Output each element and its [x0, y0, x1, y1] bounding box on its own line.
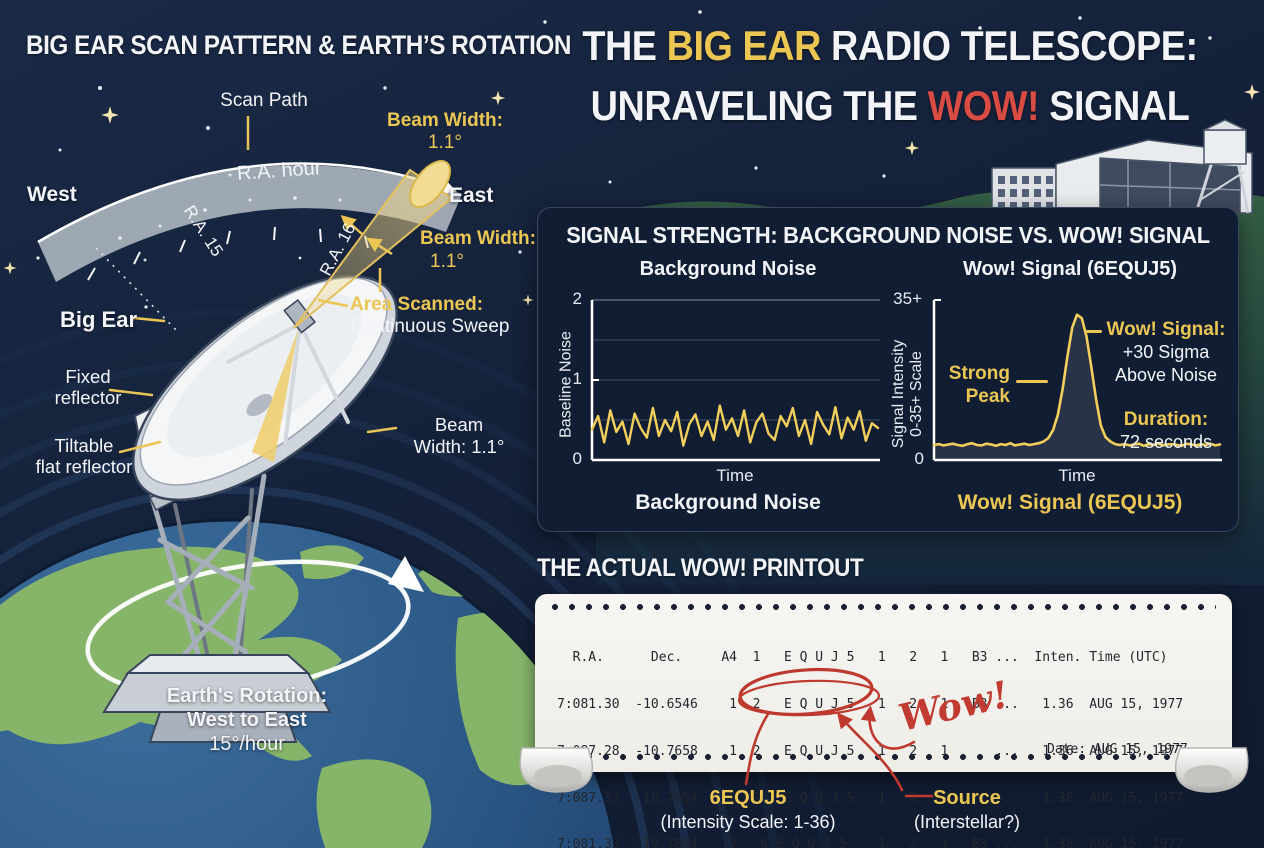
duration-annotation: Duration: 72 seconds [1102, 408, 1230, 454]
noise-ytick-1: 1 [572, 369, 582, 388]
duration-title: Duration: [1123, 409, 1209, 430]
6equj5-title: 6EQUJ5 [709, 787, 787, 809]
source-sub: (Interstellar?) [913, 812, 1021, 832]
west-label: West [27, 183, 77, 206]
title2-post: SIGNAL [1039, 82, 1190, 129]
area-scanned-title: Area Scanned: [350, 294, 484, 315]
fixed-reflector-line2: reflector [54, 387, 122, 408]
wow-signal-dash [1086, 330, 1102, 333]
beam-width-top-text: Beam Width: [387, 110, 503, 131]
main-title-line1: THE BIG EAR RADIO TELESCOPE: [575, 22, 1205, 70]
noise-ytick-0: 0 [572, 449, 582, 468]
beam-width-side-label: Beam Width: 1.1° [400, 414, 518, 458]
perforation-top [551, 603, 1216, 611]
tiltable-line2: flat reflector [35, 456, 133, 477]
background-noise-chart: Background Noise 2 1 0 Baseline Noise Ti… [548, 258, 888, 524]
strong-peak-line2: Peak [965, 386, 1010, 407]
strong-peak-label: Strong Peak [910, 362, 1010, 408]
printout-row: 7:081.30 -10.6546 1 2 E Q U J 5 1 2 1 B3… [557, 696, 1184, 712]
beam-side-line1: Beam [434, 414, 484, 435]
beam-width-mid-text: Beam Width: [420, 228, 536, 249]
east-label: East [449, 184, 494, 207]
tiltable-reflector-label: Tiltable flat reflector [16, 435, 152, 477]
ra-16-label: R.A. 16 [316, 219, 360, 279]
strong-peak-line1: Strong [948, 363, 1010, 384]
big-ear-label: Big Ear [60, 307, 138, 332]
earth-rotation-line2: West to East [187, 709, 307, 731]
noise-ylabel: Baseline Noise [557, 331, 575, 438]
ra-hour-label: R.A. hour [236, 157, 323, 185]
label-connectors [108, 316, 398, 454]
printout-row: R.A. Dec. A4 1 E Q U J 5 1 2 1 B3 ... In… [557, 650, 1168, 666]
6equj5-label: 6EQUJ5 (Intensity Scale: 1-36) [640, 786, 856, 834]
source-title: Source [933, 787, 1001, 809]
fixed-reflector-label: Fixed reflector [36, 366, 140, 408]
earth-rotation-label: Earth's Rotation: West to East 15°/hour [128, 684, 366, 756]
title1-accent: BIG EAR [666, 22, 822, 69]
observatory-building [991, 119, 1253, 214]
area-scanned-label: Area Scanned: Continuous Sweep [350, 294, 510, 338]
wow-ytick-35: 35+ [893, 289, 922, 308]
source-label: Source (Interstellar?) [882, 786, 1052, 834]
wow-chart-title: Wow! Signal (6EQUJ5) [962, 258, 1178, 280]
duration-value: 72 seconds [1119, 432, 1213, 452]
wow-signal-chart: Wow! Signal (6EQUJ5) 35+ 0 Signal Intens… [890, 258, 1230, 524]
printout-row: 7:081.33 -19.7694 2 6 E Q U J 5 1 2 1 B3… [557, 837, 1184, 848]
printout-date: Date: AUG 15, 1977 [1047, 742, 1188, 757]
strong-peak-dash [1016, 380, 1048, 383]
beam-width-mid-label: Beam Width: 1.1° [420, 227, 536, 273]
wow-ann-title: Wow! Signal: [1106, 319, 1226, 340]
panel-title: SIGNAL STRENGTH: BACKGROUND NOISE VS. WO… [566, 222, 1210, 248]
noise-plot [590, 299, 880, 462]
title2-pre: UNRAVELING THE [590, 82, 928, 129]
area-scanned-value: Continuous Sweep [350, 316, 510, 337]
beam-width-top-value: 1.1° [427, 132, 462, 153]
beam-side-line2: Width: 1.1° [413, 436, 505, 457]
printout-paper: R.A. Dec. A4 1 E Q U J 5 1 2 1 B3 ... In… [535, 594, 1232, 848]
rotation-arrow-head [388, 556, 424, 592]
left-section-title: BIG EAR SCAN PATTERN & EARTH’S ROTATION [26, 30, 571, 60]
6equj5-sub: (Intensity Scale: 1-36) [660, 812, 836, 832]
wow-signal-annotation: Wow! Signal: +30 Sigma Above Noise [1102, 318, 1230, 387]
title2-accent: WOW! [927, 82, 1040, 129]
ra-15-label: R.A. 15 [180, 202, 227, 260]
title1-pre: THE [582, 22, 667, 69]
scan-path-label: Scan Path [220, 90, 308, 111]
tiltable-line1: Tiltable [54, 435, 114, 456]
dish-illustration [131, 274, 399, 502]
printout-row: 7:087.28 -10.7658 1 2 E Q U J 5 1 2 1 ..… [557, 743, 1184, 759]
wow-caption: Wow! Signal (6EQUJ5) [957, 491, 1183, 514]
beam-width-mid-value: 1.1° [430, 251, 465, 272]
noise-caption: Background Noise [635, 491, 821, 514]
noise-chart-title: Background Noise [639, 258, 817, 280]
printout-row: 7:087.33 -10.7654 2 2 E Q U J 5 1 2 1 ..… [557, 790, 1184, 806]
feed-horn [283, 298, 316, 334]
wow-ylabel-line1: Signal Intensity [890, 339, 907, 449]
main-title-line2: UNRAVELING THE WOW! SIGNAL [575, 82, 1205, 130]
earth-rotation-line1: Earth's Rotation: [166, 685, 328, 707]
fixed-reflector-line1: Fixed [65, 366, 111, 387]
title1-post: RADIO TELESCOPE: [820, 22, 1198, 69]
feed-beam [252, 330, 298, 462]
noise-xlabel: Time [716, 466, 754, 485]
earth-rotation-line3: 15°/hour [209, 733, 285, 755]
noise-ytick-2: 2 [572, 289, 582, 308]
wow-ann-sub2: Above Noise [1114, 365, 1218, 385]
signal-strength-panel: SIGNAL STRENGTH: BACKGROUND NOISE VS. WO… [537, 207, 1239, 532]
wow-xlabel: Time [1058, 466, 1096, 485]
beam-width-top-label: Beam Width: 1.1° [385, 110, 505, 154]
printout-title: THE ACTUAL WOW! PRINTOUT [537, 554, 864, 582]
wow-ann-sub1: +30 Sigma [1122, 342, 1210, 362]
